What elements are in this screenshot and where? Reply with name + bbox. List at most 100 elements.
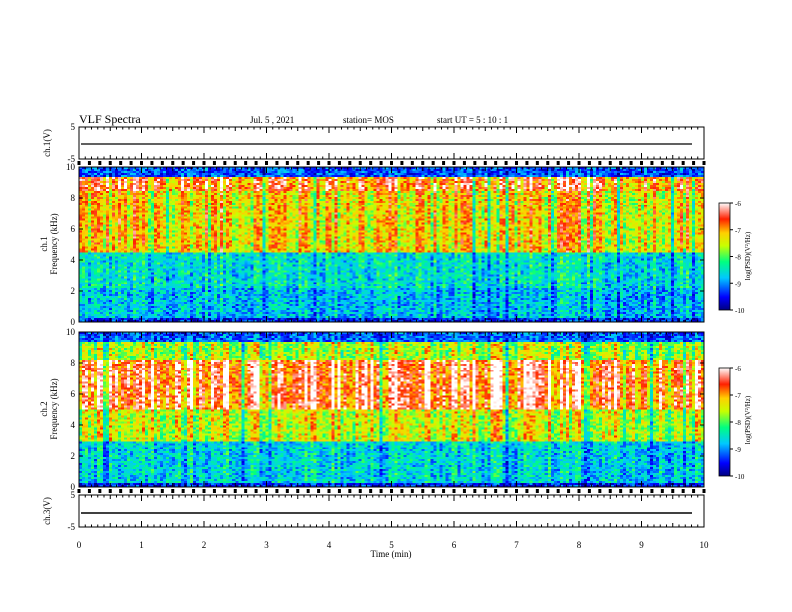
time-mark	[233, 489, 237, 493]
time-mark	[431, 489, 435, 493]
time-mark	[140, 489, 143, 493]
colorbar-tick-label: -9	[735, 280, 741, 288]
time-mark	[587, 161, 591, 165]
time-mark	[181, 161, 185, 165]
time-mark	[285, 161, 289, 165]
time-mark	[358, 489, 362, 493]
time-mark	[431, 161, 435, 165]
time-mark	[212, 489, 216, 493]
y-tick-label: 4	[71, 255, 76, 265]
time-mark	[452, 161, 456, 165]
x-tick-label: 6	[452, 540, 457, 550]
colorbar	[718, 202, 731, 311]
time-mark	[442, 489, 446, 493]
time-mark	[681, 161, 685, 165]
time-mark	[556, 161, 560, 165]
colorbar-tick-label: -8	[735, 419, 741, 427]
time-mark	[212, 161, 216, 165]
time-mark	[202, 489, 206, 493]
colorbar-tick-label: -6	[735, 365, 741, 373]
time-mark	[483, 161, 487, 165]
ch1-frequency-axis-label: Frequency (kHz)	[49, 213, 59, 274]
time-mark	[171, 161, 175, 165]
time-mark	[327, 161, 331, 165]
time-mark	[619, 161, 623, 165]
time-mark	[400, 161, 404, 165]
ch2-frequency-axis-label: Frequency (kHz)	[49, 378, 59, 439]
time-mark	[223, 489, 227, 493]
x-tick-label: 8	[577, 540, 582, 550]
time-mark	[400, 489, 404, 493]
time-mark	[410, 489, 414, 493]
time-mark	[369, 489, 373, 493]
time-mark	[202, 161, 206, 165]
time-mark	[244, 161, 248, 165]
time-mark	[160, 161, 164, 165]
time-mark	[692, 489, 696, 493]
x-tick-label: 5	[389, 540, 394, 550]
time-mark	[296, 161, 300, 165]
time-mark	[390, 489, 393, 493]
station-label: station= MOS	[343, 115, 394, 125]
time-mark	[275, 489, 279, 493]
time-mark	[598, 489, 602, 493]
time-mark	[87, 489, 91, 493]
time-mark	[660, 161, 664, 165]
time-mark	[462, 161, 466, 165]
y-tick-label: 5	[71, 490, 76, 500]
y-tick-label: 6	[71, 389, 76, 399]
time-mark	[296, 489, 300, 493]
time-mark	[556, 489, 560, 493]
time-mark	[150, 161, 154, 165]
ch2-channel-axis-label: ch.2	[39, 401, 49, 416]
y-tick-label: 8	[71, 193, 76, 203]
time-mark	[317, 161, 321, 165]
y-tick-label: -5	[68, 522, 76, 532]
time-mark	[171, 489, 175, 493]
time-mark	[306, 489, 310, 493]
colorbar-tick-label: -8	[735, 254, 741, 262]
time-mark	[546, 161, 550, 165]
y-tick-label: 2	[71, 286, 76, 296]
time-mark	[254, 161, 258, 165]
time-mark	[494, 161, 498, 165]
x-tick-label: 4	[327, 540, 332, 550]
colorbar-tick-label: -10	[735, 307, 745, 315]
time-mark	[567, 489, 571, 493]
x-tick-label: 0	[77, 540, 82, 550]
time-mark	[525, 489, 529, 493]
time-mark	[265, 161, 268, 165]
time-mark	[379, 489, 383, 493]
time-mark	[306, 161, 310, 165]
time-mark	[181, 489, 185, 493]
y-tick-label: 4	[71, 420, 76, 430]
time-mark	[515, 161, 518, 165]
time-mark	[608, 161, 612, 165]
time-mark	[619, 489, 623, 493]
time-mark	[244, 489, 248, 493]
time-mark	[265, 489, 268, 493]
time-mark	[150, 489, 154, 493]
time-mark	[223, 161, 227, 165]
time-mark	[233, 161, 237, 165]
time-mark	[473, 489, 477, 493]
x-tick-label: 7	[514, 540, 519, 550]
time-mark	[98, 489, 102, 493]
ch3-voltage-axis-label: ch.3(V)	[42, 497, 52, 525]
time-mark	[650, 161, 654, 165]
time-mark	[348, 489, 352, 493]
time-mark	[671, 489, 675, 493]
time-mark	[629, 161, 633, 165]
time-mark	[98, 161, 102, 165]
ch1-voltage-axis-label: ch.1(V)	[42, 129, 52, 157]
time-mark	[348, 161, 352, 165]
time-mark	[275, 161, 279, 165]
time-mark	[702, 161, 706, 165]
time-mark	[421, 161, 425, 165]
time-mark	[587, 489, 591, 493]
x-tick-label: 9	[639, 540, 644, 550]
panels-group	[78, 126, 705, 528]
time-mark	[525, 161, 529, 165]
time-mark	[598, 161, 602, 165]
